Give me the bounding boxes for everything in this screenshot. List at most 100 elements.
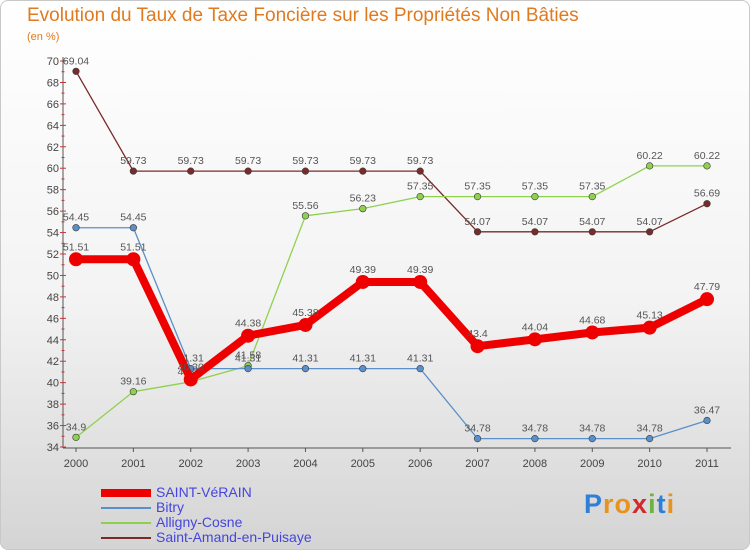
data-point	[416, 167, 424, 175]
data-label: 49.39	[350, 264, 376, 276]
data-label: 59.73	[235, 155, 261, 167]
data-point	[301, 365, 310, 373]
data-point	[531, 228, 539, 236]
data-label: 59.73	[350, 155, 376, 167]
series-line	[72, 255, 711, 384]
data-label: 34.78	[636, 423, 662, 435]
chart-title: Evolution du Taux de Taxe Foncière sur l…	[27, 5, 579, 26]
y-tick-label: 56	[47, 206, 59, 218]
data-point	[703, 162, 711, 170]
data-point	[646, 228, 654, 236]
legend-item: SAINT-VéRAIN	[101, 484, 361, 501]
series-line	[75, 165, 708, 439]
legend-item: Alligny-Cosne	[101, 514, 361, 531]
data-label: 60.22	[636, 150, 662, 162]
data-point	[588, 435, 596, 443]
data-label: 41.58	[235, 350, 261, 362]
data-point	[129, 167, 137, 175]
data-point	[473, 435, 482, 443]
y-tick-label: 44	[47, 335, 59, 347]
data-label: 54.07	[464, 216, 490, 228]
data-point	[359, 205, 367, 213]
data-point	[126, 252, 141, 267]
data-point	[244, 365, 252, 373]
data-point	[244, 167, 252, 175]
data-label: 47.79	[694, 281, 720, 293]
y-tick-label: 64	[47, 120, 59, 132]
proxiti-logo: Proxiti	[584, 489, 676, 519]
data-label: 41.31	[235, 353, 261, 365]
data-point	[129, 388, 137, 396]
legend-item: Saint-Amand-en-Puisaye	[101, 529, 361, 546]
data-point	[531, 435, 539, 443]
data-point	[703, 200, 711, 208]
data-label: 34.78	[579, 423, 605, 435]
y-tick-label: 68	[47, 77, 59, 89]
legend-item: Bitry	[101, 499, 361, 516]
data-point	[703, 416, 711, 425]
data-label: 60.22	[694, 150, 720, 162]
legend-swatch	[101, 537, 151, 539]
data-label: 56.69	[694, 188, 720, 200]
data-label: 44.38	[235, 318, 261, 330]
data-point	[416, 365, 424, 373]
data-point	[187, 167, 195, 175]
y-tick-label: 60	[47, 163, 59, 175]
data-point	[588, 228, 596, 236]
data-label: 59.73	[120, 155, 146, 167]
data-label: 34.9	[66, 421, 87, 433]
data-label: 57.35	[407, 181, 433, 193]
data-point	[359, 167, 367, 175]
x-tick-label: 2009	[580, 458, 604, 470]
data-point	[470, 339, 485, 354]
y-tick-label: 36	[47, 421, 59, 433]
series-line	[75, 70, 708, 233]
data-label: 56.23	[350, 193, 376, 205]
data-point	[531, 193, 539, 201]
y-tick-label: 70	[47, 56, 59, 68]
data-label: 49.39	[407, 264, 433, 276]
y-tick-label: 66	[47, 99, 59, 111]
data-label: 41.31	[350, 353, 376, 365]
data-label: 51.51	[63, 241, 89, 253]
data-point	[72, 433, 80, 441]
y-tick-label: 54	[47, 228, 59, 240]
x-tick-label: 2001	[121, 458, 145, 470]
data-point	[473, 228, 482, 236]
data-point	[183, 372, 198, 387]
y-tick-label: 40	[47, 378, 59, 390]
data-point	[527, 332, 542, 347]
series-saint-amand-en-puisaye: 69.04 59.73 59.73 59.73 59.73 59.73 59.73 54.07…	[63, 55, 720, 236]
y-tick-label: 38	[47, 399, 59, 411]
data-point	[241, 328, 256, 343]
data-point	[416, 193, 424, 201]
data-point	[585, 325, 600, 340]
data-point	[588, 193, 596, 201]
data-label: 45.13	[636, 310, 662, 322]
data-label: 54.45	[120, 212, 146, 224]
data-point	[646, 162, 654, 170]
data-point	[72, 224, 80, 232]
data-label: 41.31	[292, 353, 318, 365]
x-tick-label: 2003	[236, 458, 260, 470]
legend-swatch	[101, 522, 151, 524]
data-point	[129, 224, 137, 232]
data-point	[301, 212, 310, 220]
data-point	[69, 252, 83, 267]
data-label: 57.35	[579, 181, 605, 193]
data-label: 69.04	[63, 55, 89, 67]
x-tick-label: 2005	[351, 458, 375, 470]
data-label: 44.68	[579, 314, 605, 326]
data-label: 51.51	[120, 241, 146, 253]
chart-subtitle: (en %)	[27, 31, 60, 43]
data-label: 54.07	[522, 216, 548, 228]
y-tick-label: 58	[47, 185, 59, 197]
legend-swatch	[101, 489, 151, 497]
x-tick-label: 2007	[465, 458, 489, 470]
legend-label: Alligny-Cosne	[156, 514, 243, 530]
data-label: 55.56	[292, 200, 318, 212]
data-point	[646, 435, 654, 443]
legend-label: SAINT-VéRAIN	[156, 484, 252, 500]
